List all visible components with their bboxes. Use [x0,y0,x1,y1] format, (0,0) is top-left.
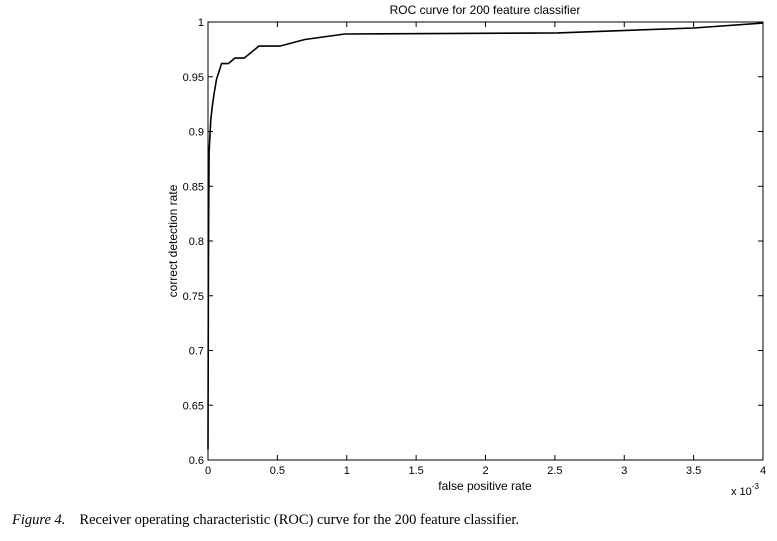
x-tick-label: 4 [760,465,766,477]
y-tick-label: 0.7 [189,346,204,358]
x-multiplier-exponent: -3 [752,482,760,491]
y-axis-label: correct detection rate [166,184,180,297]
x-tick-label: 2.5 [547,465,562,477]
x-tick-label: 3 [621,465,627,477]
x-multiplier: x 10-3 [731,482,759,498]
x-tick-label: 1.5 [408,465,423,477]
x-tick-label: 0 [205,465,211,477]
x-tick-label: 0.5 [270,465,285,477]
x-tick-label: 1 [344,465,350,477]
x-axis-label: false positive rate [438,479,532,493]
roc-curve-line [207,22,764,450]
chart-title: ROC curve for 200 feature classifier [390,3,581,17]
plot-frame [207,21,764,461]
y-tick-label: 0.6 [189,455,204,467]
y-tick-label: 0.95 [183,72,204,84]
caption-label: Figure 4. [12,512,66,528]
y-tick-label: 0.8 [189,236,204,248]
caption-text: Receiver operating characteristic (ROC) … [79,512,520,528]
y-tick-label: 0.65 [183,400,204,412]
y-tick-label: 0.75 [183,291,204,303]
y-tick-label: 0.85 [183,181,204,193]
y-tick-label: 0.9 [189,127,204,139]
y-tick-label: 1 [198,17,204,29]
x-tick-label: 3.5 [686,465,701,477]
figure-caption: Figure 4. Receiver operating characterist… [12,512,519,529]
x-tick-label: 2 [482,465,488,477]
